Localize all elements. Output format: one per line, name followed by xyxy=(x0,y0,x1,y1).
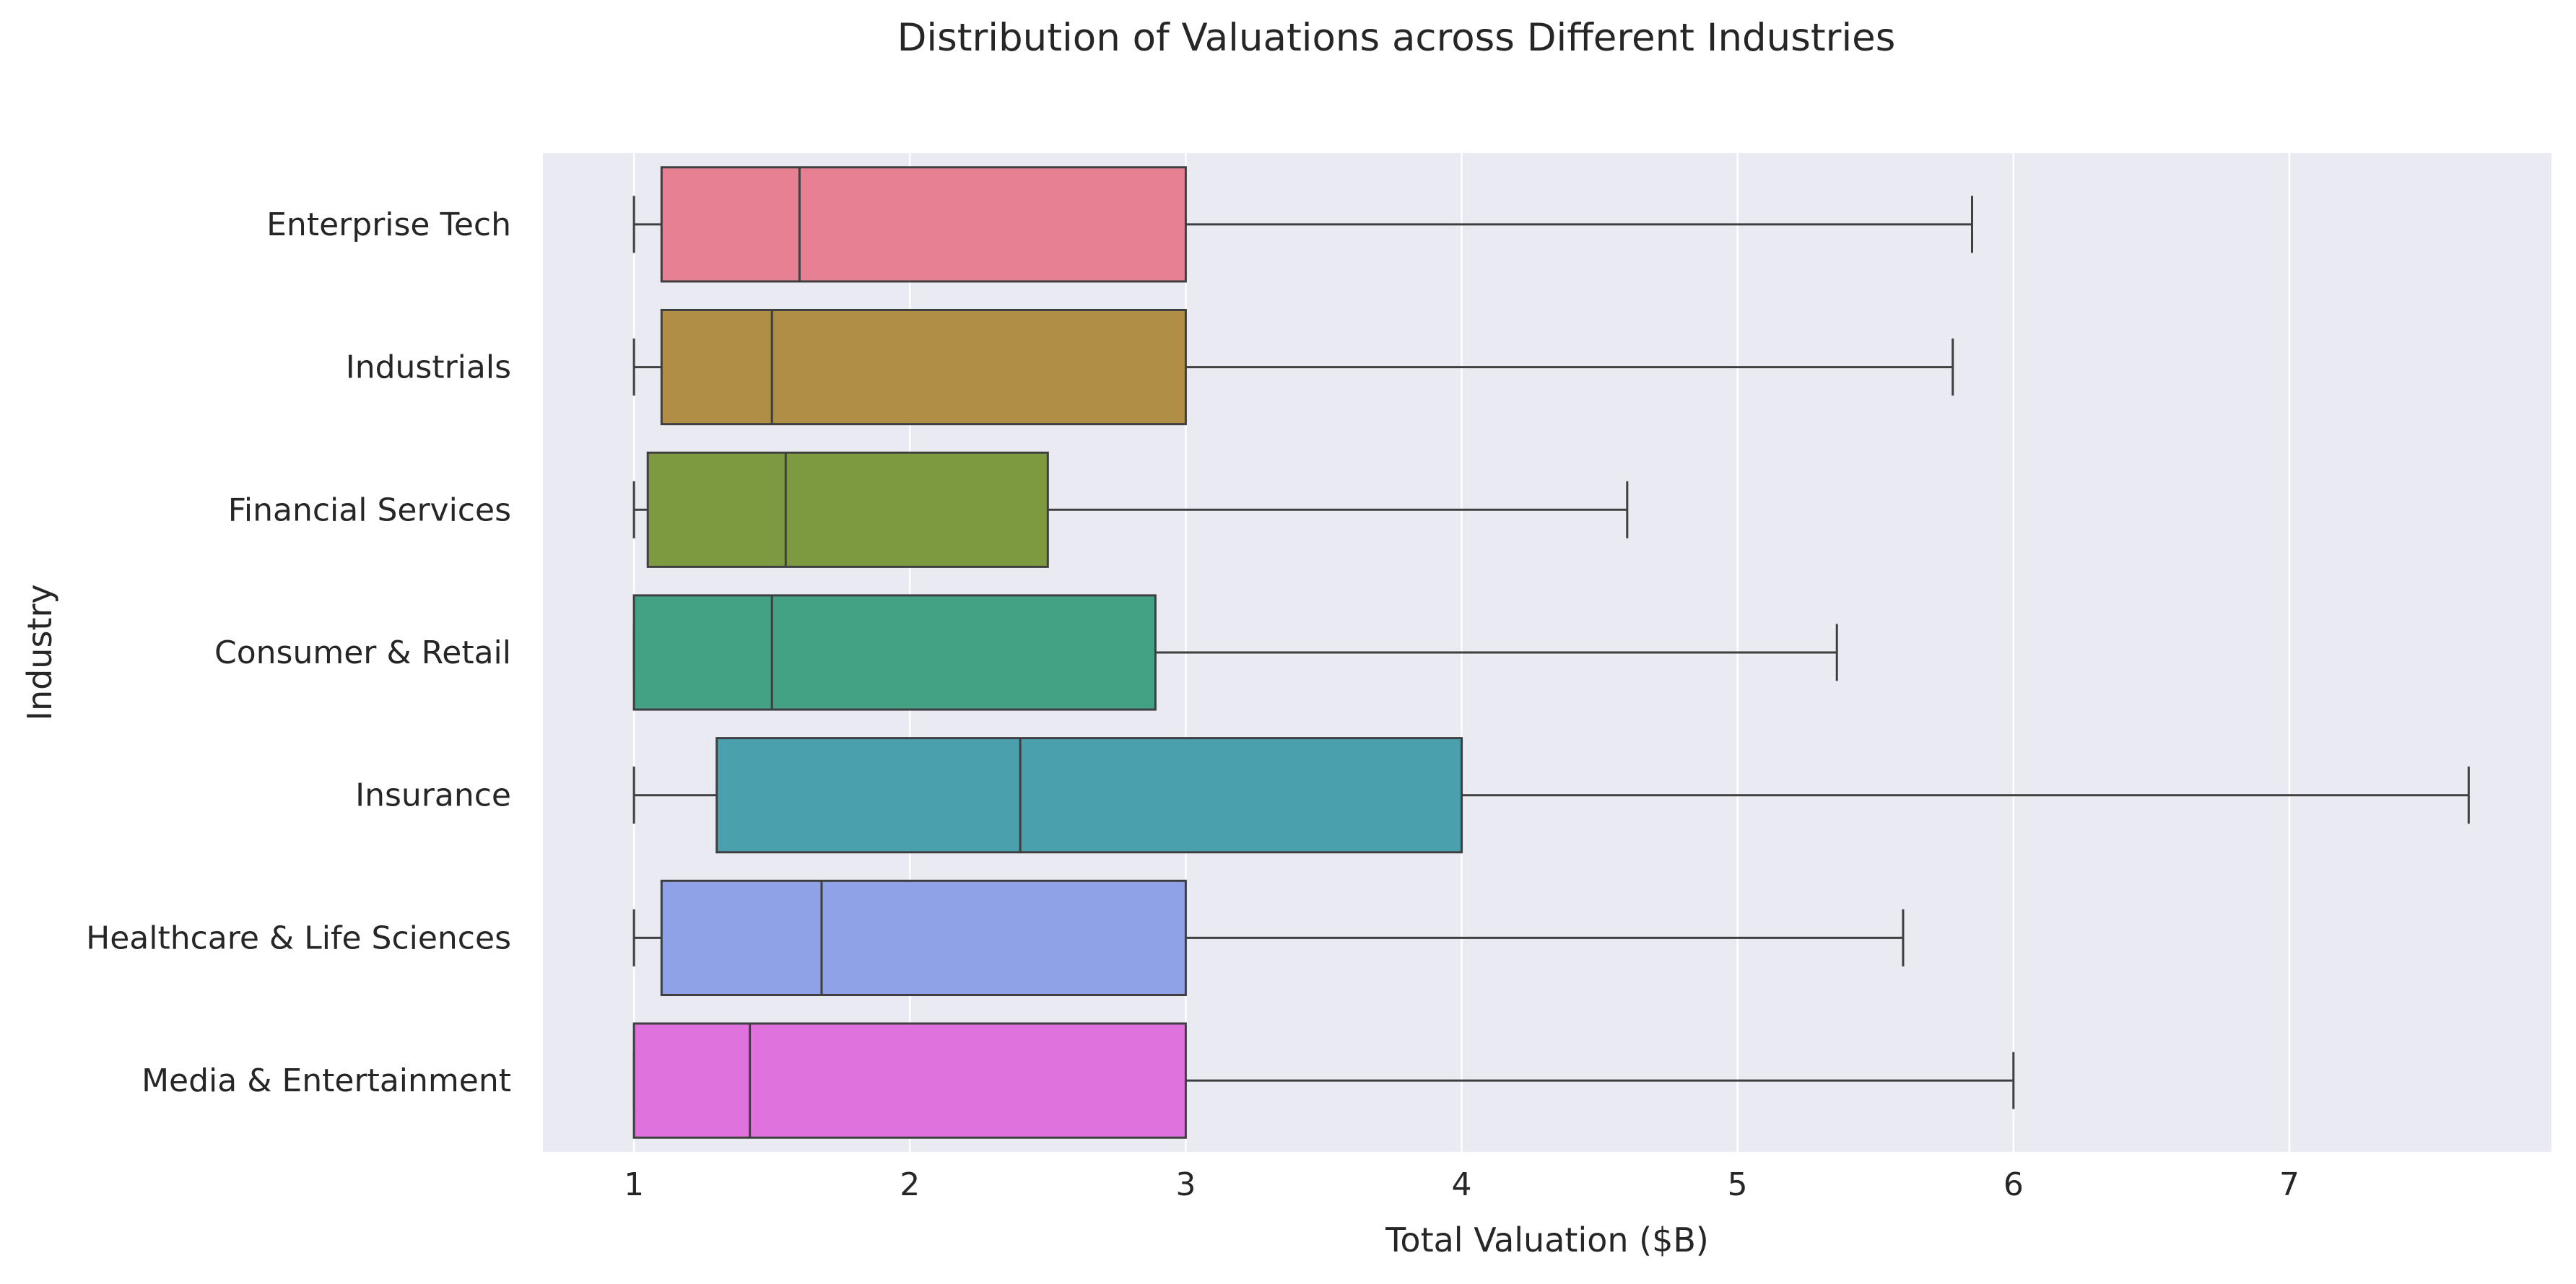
iqr-box xyxy=(632,594,1157,711)
x-tick-label: 4 xyxy=(1452,1166,1472,1203)
y-tick-label: Financial Services xyxy=(228,492,511,528)
x-tick-label: 5 xyxy=(1728,1166,1748,1203)
box-group xyxy=(632,308,1954,426)
chart-title: Distribution of Valuations across Differ… xyxy=(897,16,1896,60)
box-group xyxy=(632,594,1838,711)
y-tick-label: Industrials xyxy=(346,349,511,386)
x-axis-label: Total Valuation ($B) xyxy=(1385,1220,1709,1259)
y-tick-label: Media & Entertainment xyxy=(142,1062,511,1099)
x-tick-label: 1 xyxy=(624,1166,644,1203)
iqr-box xyxy=(646,451,1049,568)
box-group xyxy=(632,879,1905,997)
x-tick-labels: 1 2 3 4 5 6 7 xyxy=(624,1166,2299,1203)
y-tick-label: Consumer & Retail xyxy=(214,634,511,671)
box-group xyxy=(632,737,2470,854)
x-tick-label: 3 xyxy=(1175,1166,1196,1203)
iqr-box xyxy=(660,308,1187,426)
iqr-box xyxy=(660,166,1187,283)
box-group xyxy=(632,451,1629,568)
iqr-box xyxy=(660,879,1187,997)
y-tick-label: Healthcare & Life Sciences xyxy=(86,920,511,956)
iqr-box xyxy=(632,1022,1187,1139)
x-tick-label: 2 xyxy=(900,1166,920,1203)
y-axis-label: Industry xyxy=(20,584,59,720)
y-tick-label: Enterprise Tech xyxy=(266,206,511,243)
boxes xyxy=(632,166,2470,1139)
x-tick-label: 7 xyxy=(2279,1166,2299,1203)
x-tick-label: 6 xyxy=(2003,1166,2024,1203)
box-group xyxy=(632,166,1973,283)
y-tick-label: Insurance xyxy=(355,777,511,814)
y-tick-labels: Enterprise Tech Industrials Financial Serv… xyxy=(86,206,511,1099)
box-group xyxy=(632,1022,2015,1139)
iqr-box xyxy=(715,737,1463,854)
